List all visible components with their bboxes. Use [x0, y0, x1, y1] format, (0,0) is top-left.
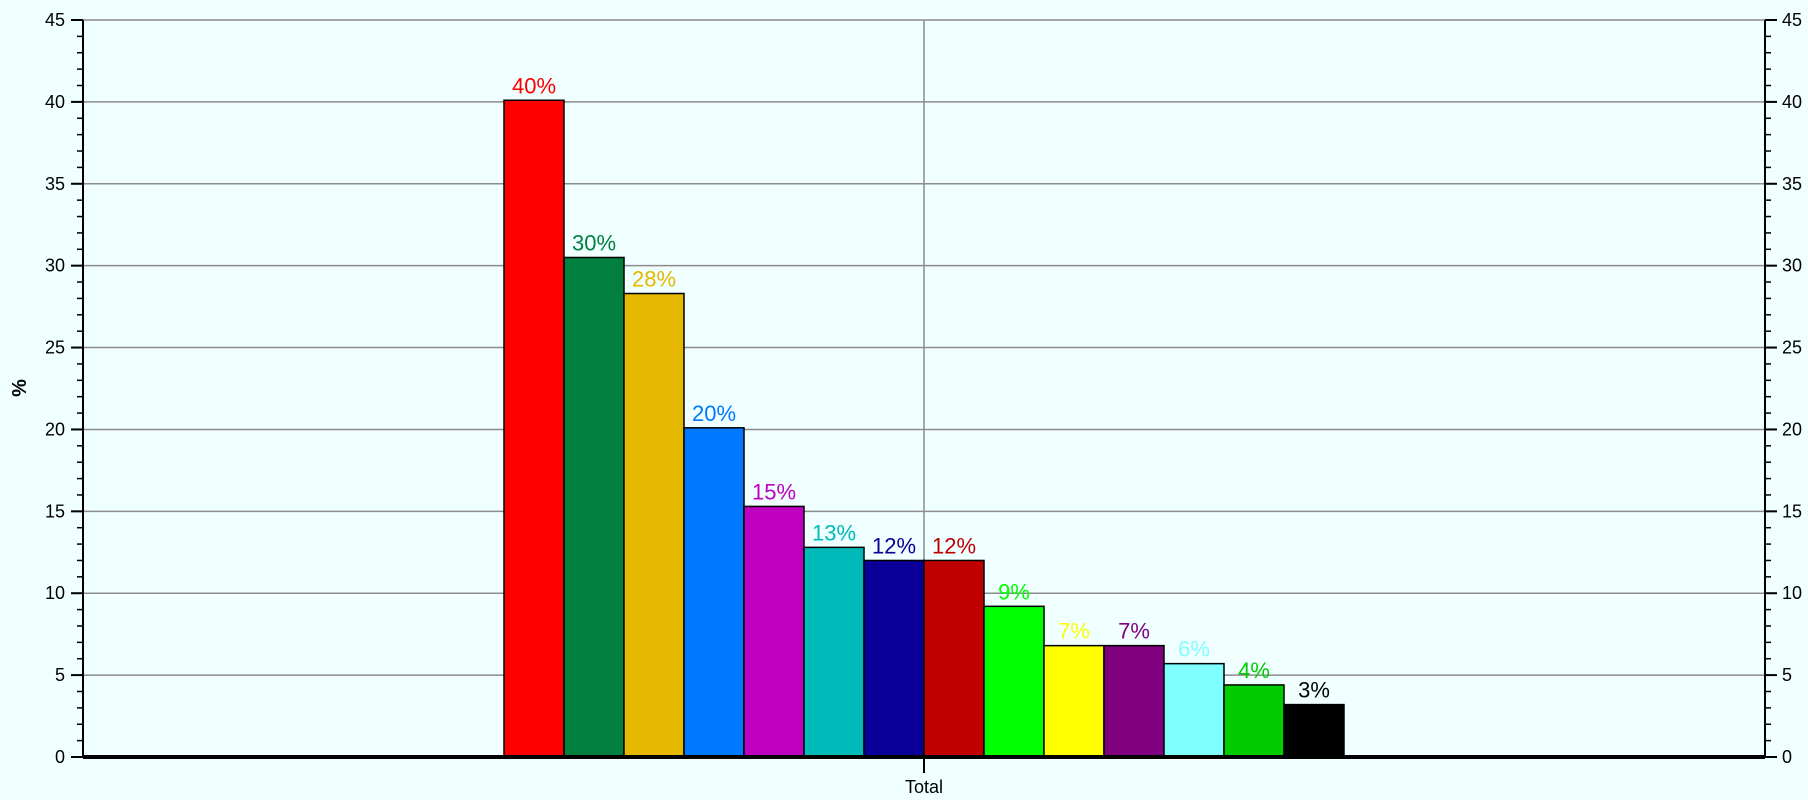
bar [683, 427, 745, 758]
x-tick-label: Total [905, 777, 943, 797]
data-label: 20% [692, 401, 736, 426]
y-tick-label: 10 [45, 583, 65, 603]
y-tick-label: 40 [1782, 92, 1802, 112]
bar [803, 546, 865, 758]
data-label: 7% [1118, 619, 1150, 644]
data-label: 40% [512, 73, 556, 98]
gridlines [83, 19, 1765, 757]
y-tick-label: 20 [1782, 419, 1802, 439]
data-label: 3% [1298, 678, 1330, 703]
data-label: 12% [932, 533, 976, 558]
bar [563, 256, 625, 758]
bar [1283, 703, 1345, 758]
data-label: 9% [998, 579, 1030, 604]
y-tick-label: 20 [45, 419, 65, 439]
y-tick-label: 40 [45, 92, 65, 112]
y-tick-label: 0 [1782, 747, 1792, 767]
y-tick-label: 5 [1782, 665, 1792, 685]
data-label: 4% [1238, 658, 1270, 683]
bar [1163, 662, 1225, 758]
bar [1103, 644, 1165, 758]
y-tick-label: 25 [45, 338, 65, 358]
data-label: 6% [1178, 637, 1210, 662]
y-tick-label: 35 [1782, 174, 1802, 194]
bar [863, 559, 925, 758]
y-tick-label: 30 [45, 256, 65, 276]
y-tick-label: 30 [1782, 256, 1802, 276]
data-labels: 40% 30% 28% 20% 15% 13% 12% 12% 9% 7% 7% 6% 4% 3% [512, 73, 1330, 702]
y-tick-label: 35 [45, 174, 65, 194]
bar [983, 605, 1045, 758]
data-label: 28% [632, 267, 676, 292]
bar [743, 505, 805, 758]
bar [503, 99, 565, 758]
y-tick-label: 10 [1782, 583, 1802, 603]
y-tick-label: 45 [45, 10, 65, 30]
bars [503, 99, 1345, 758]
right-y-axis: 0 5 10 15 20 25 30 35 40 45 [1764, 10, 1802, 767]
data-label: 15% [752, 479, 796, 504]
y-tick-label: 25 [1782, 338, 1802, 358]
y-tick-label: 15 [1782, 501, 1802, 521]
left-y-axis: 0 5 10 15 20 25 30 35 40 45 [45, 10, 84, 767]
bar [1043, 644, 1105, 758]
y-tick-label: 0 [55, 747, 65, 767]
y-tick-label: 45 [1782, 10, 1802, 30]
data-label: 30% [572, 230, 616, 255]
data-label: 7% [1058, 619, 1090, 644]
y-axis-title: % [9, 379, 31, 397]
bar [623, 292, 685, 758]
y-tick-label: 15 [45, 501, 65, 521]
bar [923, 559, 985, 758]
data-label: 13% [812, 520, 856, 545]
x-axis: Total [83, 755, 1765, 797]
bar [1223, 684, 1285, 758]
y-tick-label: 5 [55, 665, 65, 685]
data-label: 12% [872, 533, 916, 558]
